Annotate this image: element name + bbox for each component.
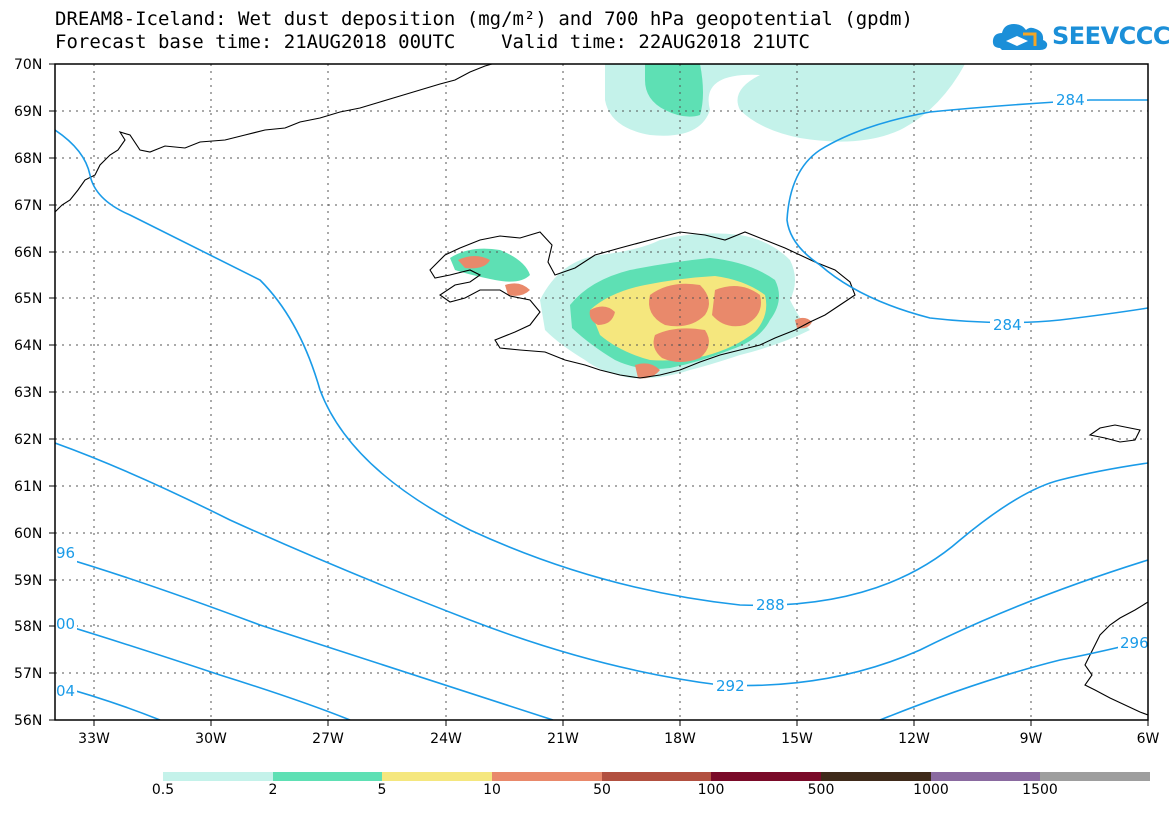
lon-label: 12W bbox=[898, 731, 930, 747]
legend-swatch bbox=[1040, 772, 1151, 781]
dust-deposition-shading bbox=[450, 64, 965, 379]
lat-label: 69N bbox=[14, 104, 42, 120]
contour-label-284-east: 284 bbox=[993, 316, 1022, 334]
coastlines bbox=[55, 64, 1148, 716]
cloud-icon bbox=[992, 24, 1048, 50]
legend-swatch bbox=[930, 772, 1041, 781]
contour-label-300-west: 00 bbox=[56, 615, 75, 633]
lon-label: 18W bbox=[664, 731, 696, 747]
dust-iceland-orange-5 bbox=[635, 363, 660, 379]
contour-292 bbox=[55, 554, 554, 720]
contour-label-284-north: 284 bbox=[1056, 91, 1085, 109]
legend-label: 5 bbox=[377, 782, 387, 798]
contour-label-288: 288 bbox=[756, 596, 785, 614]
legend-label: 0.5 bbox=[151, 782, 175, 798]
lon-label: 21W bbox=[547, 731, 579, 747]
lat-label: 62N bbox=[14, 432, 42, 448]
contour-288 bbox=[55, 442, 1148, 687]
lat-label: 64N bbox=[14, 338, 42, 354]
lat-label: 63N bbox=[14, 385, 42, 401]
forecast-map: 284 284 288 292 96 00 04 296 70N 69N bbox=[14, 57, 1160, 747]
lon-label: 27W bbox=[312, 731, 344, 747]
legend-label: 2 bbox=[268, 782, 278, 798]
legend-colorbar bbox=[163, 772, 1151, 781]
contour-labels: 284 284 288 292 96 00 04 296 bbox=[55, 91, 1149, 701]
seevccc-logo: SEEVCCC bbox=[990, 14, 1171, 58]
scotland-coast bbox=[1084, 601, 1148, 716]
contour-label-296-west: 96 bbox=[56, 544, 75, 562]
lon-label: 33W bbox=[78, 731, 110, 747]
lon-label: 9W bbox=[1020, 731, 1043, 747]
legend-swatch bbox=[272, 772, 383, 781]
dust-snaefell bbox=[505, 283, 530, 296]
axis-ticks bbox=[49, 63, 1149, 726]
geopotential-contours bbox=[55, 99, 1148, 720]
lat-label: 61N bbox=[14, 479, 42, 495]
lon-label: 15W bbox=[781, 731, 813, 747]
faroe-coast bbox=[1088, 424, 1141, 443]
lat-label: 58N bbox=[14, 619, 42, 635]
lon-label: 24W bbox=[430, 731, 462, 747]
lat-label: 59N bbox=[14, 573, 42, 589]
contour-label-292: 292 bbox=[716, 677, 745, 695]
map-title: DREAM8-Iceland: Wet dust deposition (mg/… bbox=[55, 8, 913, 30]
legend-label: 1500 bbox=[1022, 782, 1058, 798]
lat-label: 68N bbox=[14, 151, 42, 167]
legend-swatch bbox=[163, 772, 273, 781]
contour-label-296-east: 296 bbox=[1120, 634, 1149, 652]
legend-swatch bbox=[711, 772, 822, 781]
contour-label-304-west: 04 bbox=[56, 682, 75, 700]
lat-label: 60N bbox=[14, 526, 42, 542]
lon-label: 6W bbox=[1137, 731, 1160, 747]
graticule bbox=[55, 64, 1148, 720]
legend-label: 500 bbox=[807, 782, 835, 798]
latitude-labels: 70N 69N 68N 67N 66N 65N 64N 63N 62N 61N … bbox=[14, 57, 42, 729]
dust-iceland-orange-1 bbox=[649, 283, 709, 327]
dust-iceland-orange-3 bbox=[653, 328, 709, 362]
lat-label: 70N bbox=[14, 57, 42, 73]
contour-284-north bbox=[55, 129, 1148, 607]
lat-label: 57N bbox=[14, 666, 42, 682]
dust-iceland-orange-4 bbox=[589, 306, 615, 325]
dust-plume-north-core bbox=[645, 64, 703, 117]
legend-label: 10 bbox=[483, 782, 501, 798]
map-subtitle: Forecast base time: 21AUG2018 00UTC Vali… bbox=[55, 31, 810, 53]
lon-label: 30W bbox=[195, 731, 227, 747]
dust-iceland-orange-6 bbox=[795, 317, 812, 329]
legend-label: 100 bbox=[697, 782, 725, 798]
iceland-coast bbox=[429, 231, 856, 379]
legend-swatch bbox=[382, 772, 493, 781]
lat-label: 56N bbox=[14, 713, 42, 729]
longitude-labels: 33W 30W 27W 24W 21W 18W 15W 12W 9W 6W bbox=[78, 731, 1159, 747]
legend-swatch bbox=[492, 772, 602, 781]
contour-284-east bbox=[786, 99, 1148, 324]
lat-label: 65N bbox=[14, 291, 42, 307]
lat-label: 67N bbox=[14, 198, 42, 214]
dust-iceland-orange-2 bbox=[712, 286, 761, 327]
greenland-coast bbox=[55, 64, 493, 213]
legend-label: 1000 bbox=[913, 782, 949, 798]
logo-text: SEEVCCC bbox=[1052, 22, 1171, 50]
contour-296 bbox=[55, 621, 351, 720]
legend-swatch bbox=[821, 772, 931, 781]
lat-label: 66N bbox=[14, 245, 42, 261]
legend-label: 50 bbox=[593, 782, 611, 798]
dust-westfjords-core bbox=[458, 256, 490, 269]
contour-east-lower bbox=[879, 639, 1148, 720]
dust-westfjords bbox=[450, 248, 530, 282]
legend-swatch bbox=[601, 772, 712, 781]
